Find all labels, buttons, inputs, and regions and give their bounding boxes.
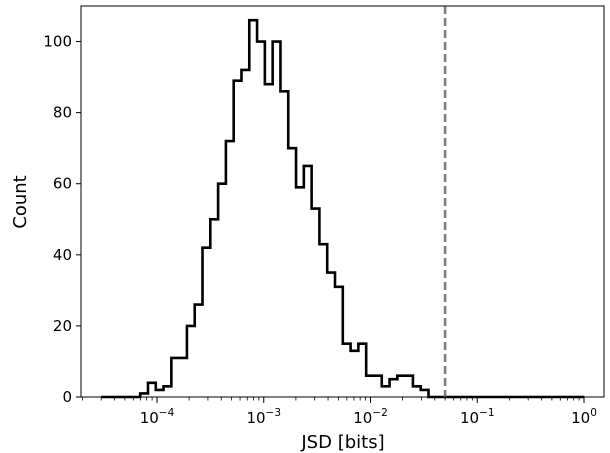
y-axis: 0 20 40 60 80 100	[43, 33, 81, 406]
histogram-bin	[195, 305, 203, 397]
histogram-bin	[241, 70, 249, 397]
histogram-bin	[148, 383, 156, 397]
histogram-bin	[280, 91, 288, 397]
y-axis-label: Count	[10, 175, 31, 228]
histogram-bin	[382, 386, 390, 397]
histogram-bin	[374, 376, 382, 397]
histogram-bin	[421, 390, 429, 397]
histogram-bin	[343, 344, 351, 397]
histogram-bin	[140, 393, 148, 397]
histogram-bin	[351, 351, 359, 397]
histogram-bin	[288, 148, 296, 397]
histogram-bin	[366, 376, 374, 397]
histogram-bin	[187, 326, 195, 397]
x-tick-label: 100	[571, 407, 597, 427]
x-tick-label: 10−1	[460, 407, 495, 427]
x-axis-label: JSD [bits]	[300, 432, 384, 453]
y-tick-label: 60	[53, 175, 72, 193]
y-tick-label: 20	[53, 317, 72, 335]
histogram-bin	[203, 248, 211, 397]
histogram-bin	[405, 376, 413, 397]
histogram-bin	[390, 379, 398, 397]
histogram-bin	[226, 141, 234, 397]
y-tick-label: 40	[53, 246, 72, 264]
histogram-bin	[179, 358, 187, 397]
histogram-bin	[335, 287, 343, 397]
x-tick-label: 10−4	[140, 407, 175, 427]
x-axis: 10−4 10−3 10−2 10−1 100	[81, 397, 597, 427]
y-tick-label: 100	[43, 33, 72, 51]
histogram-bin	[218, 184, 226, 397]
histogram-bin	[358, 344, 366, 397]
histogram-bin	[265, 84, 273, 397]
histogram-bin	[327, 273, 335, 397]
histogram-bin	[234, 81, 242, 397]
histogram-bin	[296, 187, 304, 397]
histogram-bin	[210, 219, 218, 397]
histogram-bin	[257, 42, 265, 397]
axes-frame	[80, 5, 605, 398]
plot-area	[101, 6, 585, 399]
x-tick-label: 10−2	[353, 407, 388, 427]
histogram-bin	[164, 386, 172, 397]
histogram-bin	[273, 42, 281, 397]
x-tick-label: 10−3	[246, 407, 281, 427]
y-tick-label: 80	[53, 104, 72, 122]
histogram-bin	[312, 209, 320, 397]
histogram-bin	[171, 358, 179, 397]
histogram-bin	[156, 390, 164, 397]
y-tick-label: 0	[62, 388, 72, 406]
histogram-bin	[304, 166, 312, 397]
histogram-bin	[413, 386, 421, 397]
histogram-bin	[249, 20, 257, 397]
histogram-bin	[397, 376, 405, 397]
histogram-bin	[319, 244, 327, 397]
